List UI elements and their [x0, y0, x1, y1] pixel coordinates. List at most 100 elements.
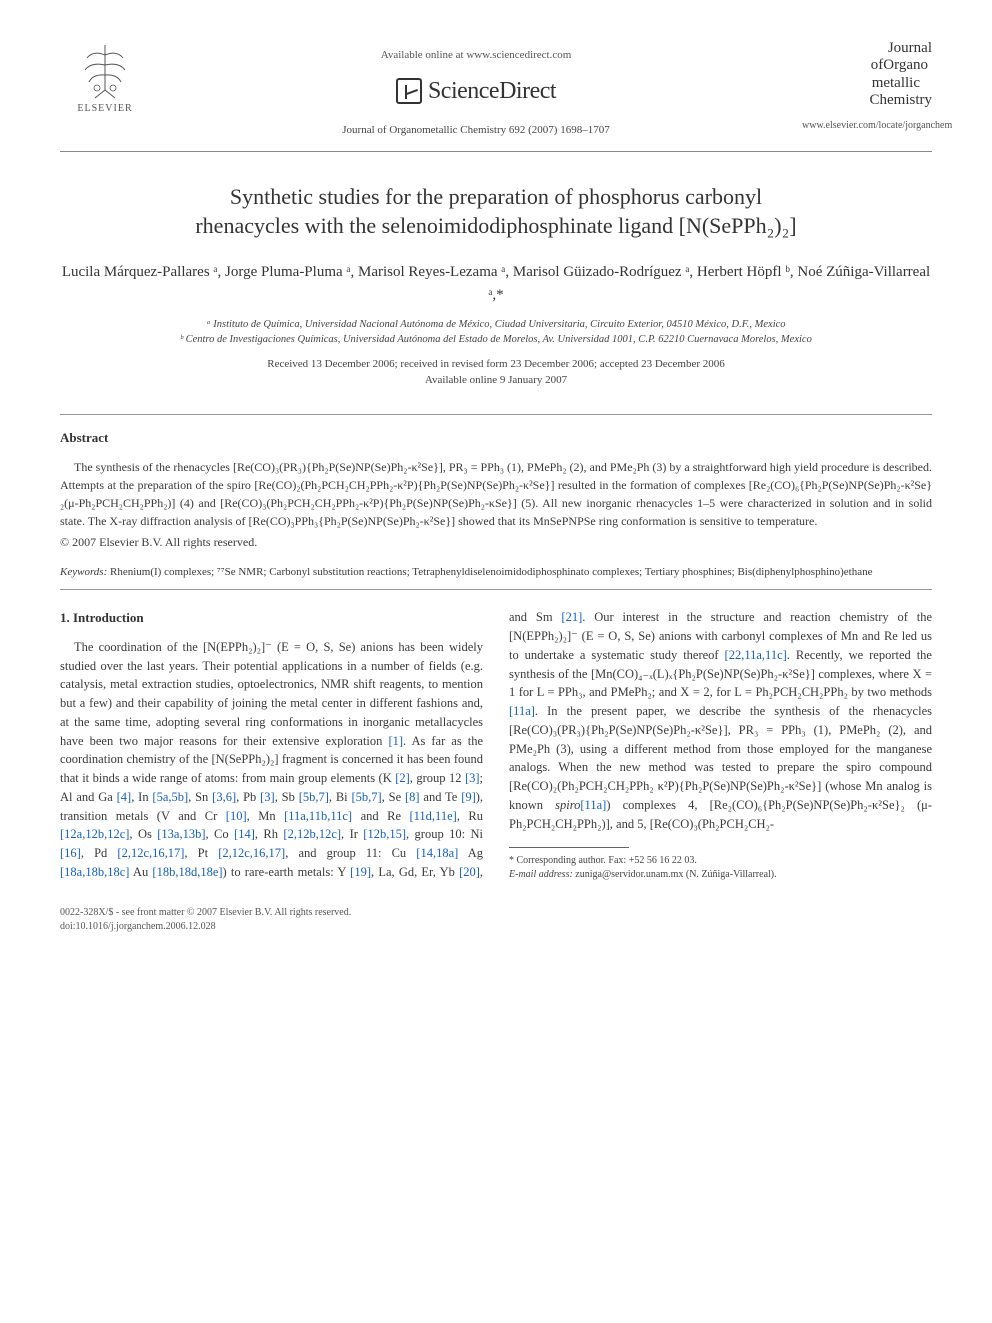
- keywords-block: Keywords: Rhenium(I) complexes; ⁷⁷Se NMR…: [60, 565, 932, 581]
- ref-link[interactable]: [2,12c,16,17]: [218, 846, 285, 860]
- elsevier-tree-icon: [75, 40, 135, 100]
- locate-url: www.elsevier.com/locate/jorganchem: [802, 119, 932, 134]
- divider-top: [60, 414, 932, 415]
- t: , Sn: [188, 790, 212, 804]
- ref-link[interactable]: [21]: [561, 610, 582, 624]
- journal-title-line4: Chemistry: [802, 92, 932, 109]
- title-line2: rhenacycles with the selenoimidodiphosph…: [195, 213, 796, 238]
- t: , Pt: [184, 846, 218, 860]
- t: , La, Gd, Er, Yb: [371, 865, 459, 879]
- t: , Ir: [341, 827, 363, 841]
- page-header: ELSEVIER Available online at www.science…: [60, 40, 932, 152]
- ref-link[interactable]: [8]: [405, 790, 420, 804]
- t: , and group 11: Cu: [285, 846, 416, 860]
- ref-link[interactable]: [19]: [350, 865, 371, 879]
- ref-link[interactable]: [2,12b,12c]: [283, 827, 341, 841]
- elsevier-logo: ELSEVIER: [60, 40, 150, 117]
- ref-link[interactable]: [18b,18d,18e]: [152, 865, 222, 879]
- ref-link[interactable]: [14]: [234, 827, 255, 841]
- journal-reference: Journal of Organometallic Chemistry 692 …: [150, 123, 802, 139]
- ref-link[interactable]: [2]: [395, 771, 410, 785]
- ref-link[interactable]: [12b,15]: [363, 827, 406, 841]
- ref-link[interactable]: [3,6]: [212, 790, 236, 804]
- ref-link[interactable]: [22,11a,11c]: [725, 648, 787, 662]
- abstract-text: The synthesis of the rhenacycles [Re(CO)…: [60, 458, 932, 530]
- t: , Se: [382, 790, 405, 804]
- email-line: E-mail address: zuniga@servidor.unam.mx …: [509, 868, 932, 882]
- ref-link[interactable]: [12a,12b,12c]: [60, 827, 129, 841]
- footnote-separator: [509, 847, 629, 848]
- t: , Mn: [247, 809, 284, 823]
- ref-link[interactable]: [9]: [461, 790, 476, 804]
- intro-heading: 1. Introduction: [60, 608, 483, 628]
- ref-link[interactable]: [3]: [260, 790, 275, 804]
- t: , group 12: [410, 771, 465, 785]
- ref-link[interactable]: [3]: [465, 771, 480, 785]
- ref-link[interactable]: [13a,13b]: [157, 827, 205, 841]
- abstract-heading: Abstract: [60, 429, 932, 448]
- journal-logo-block: Journal ofOrgano metallic Chemistry www.…: [802, 40, 932, 134]
- body-columns: 1. Introduction The coordination of the …: [60, 608, 932, 882]
- t: The coordination of the [N(EPPh₂)₂]⁻ (E …: [60, 640, 483, 748]
- t: and Re: [352, 809, 409, 823]
- ref-link[interactable]: [16]: [60, 846, 81, 860]
- sciencedirect-text: ScienceDirect: [428, 74, 556, 109]
- available-online-text: Available online at www.sciencedirect.co…: [150, 48, 802, 64]
- dates-line1: Received 13 December 2006; received in r…: [60, 357, 932, 372]
- t: Au: [129, 865, 152, 879]
- footnote-block: * Corresponding author. Fax: +52 56 16 2…: [509, 854, 932, 882]
- t: . In the present paper, we describe the …: [509, 704, 932, 812]
- divider-bottom: [60, 589, 932, 590]
- t: , group 10: Ni: [406, 827, 483, 841]
- journal-title-line1: Journal: [802, 40, 932, 57]
- ref-link[interactable]: [5b,7]: [299, 790, 329, 804]
- intro-paragraph: The coordination of the [N(EPPh₂)₂]⁻ (E …: [60, 608, 932, 882]
- ref-link[interactable]: [11a]: [580, 798, 606, 812]
- t: , Ru: [457, 809, 483, 823]
- ref-link[interactable]: [11d,11e]: [409, 809, 456, 823]
- ref-link[interactable]: [18a,18b,18c]: [60, 865, 129, 879]
- ref-link[interactable]: [5a,5b]: [152, 790, 188, 804]
- authors-list: Lucila Márquez-Pallares ᵃ, Jorge Pluma-P…: [60, 261, 932, 306]
- footer-meta: 0022-328X/$ - see front matter © 2007 El…: [60, 906, 932, 934]
- t: , Sb: [275, 790, 299, 804]
- t: , Co: [206, 827, 235, 841]
- t: , Pb: [236, 790, 260, 804]
- ref-link[interactable]: [20]: [459, 865, 480, 879]
- sciencedirect-icon: [396, 78, 422, 104]
- affiliation-a: ᵃ Instituto de Química, Universidad Naci…: [60, 318, 932, 333]
- t: , In: [131, 790, 152, 804]
- ref-link[interactable]: [14,18a]: [416, 846, 458, 860]
- elsevier-label: ELSEVIER: [77, 102, 132, 117]
- journal-title-stacked: Journal ofOrgano metallic Chemistry: [802, 40, 932, 109]
- header-center: Available online at www.sciencedirect.co…: [150, 40, 802, 139]
- ref-link[interactable]: [11a,11b,11c]: [284, 809, 352, 823]
- ref-link[interactable]: [5b,7]: [351, 790, 381, 804]
- t: Ag: [458, 846, 483, 860]
- ref-link[interactable]: [1]: [388, 734, 403, 748]
- dates-line2: Available online 9 January 2007: [60, 373, 932, 388]
- article-dates: Received 13 December 2006; received in r…: [60, 357, 932, 388]
- corresponding-author: * Corresponding author. Fax: +52 56 16 2…: [509, 854, 932, 868]
- ref-link[interactable]: [4]: [117, 790, 132, 804]
- email-address: zuniga@servidor.unam.mx (N. Zúñiga-Villa…: [573, 869, 777, 880]
- t: , Rh: [255, 827, 284, 841]
- ref-link[interactable]: [11a]: [509, 704, 535, 718]
- journal-title-line3: metallic: [802, 75, 932, 92]
- footer-line2: doi:10.1016/j.jorganchem.2006.12.028: [60, 920, 932, 934]
- ref-link[interactable]: [2,12c,16,17]: [117, 846, 184, 860]
- keywords-text: Rhenium(I) complexes; ⁷⁷Se NMR; Carbonyl…: [107, 566, 872, 578]
- article-title: Synthetic studies for the preparation of…: [100, 182, 892, 241]
- t: and Te: [420, 790, 462, 804]
- t: , Pd: [81, 846, 118, 860]
- t: , Bi: [329, 790, 352, 804]
- footer-line1: 0022-328X/$ - see front matter © 2007 El…: [60, 906, 932, 920]
- ref-link[interactable]: [10]: [226, 809, 247, 823]
- copyright-line: © 2007 Elsevier B.V. All rights reserved…: [60, 534, 932, 551]
- keywords-label: Keywords:: [60, 566, 107, 578]
- abstract-body: The synthesis of the rhenacycles [Re(CO)…: [60, 458, 932, 530]
- sciencedirect-brand: ScienceDirect: [150, 74, 802, 109]
- t: , Os: [129, 827, 157, 841]
- t: ) to rare-earth metals: Y: [223, 865, 351, 879]
- affiliations: ᵃ Instituto de Química, Universidad Naci…: [60, 318, 932, 347]
